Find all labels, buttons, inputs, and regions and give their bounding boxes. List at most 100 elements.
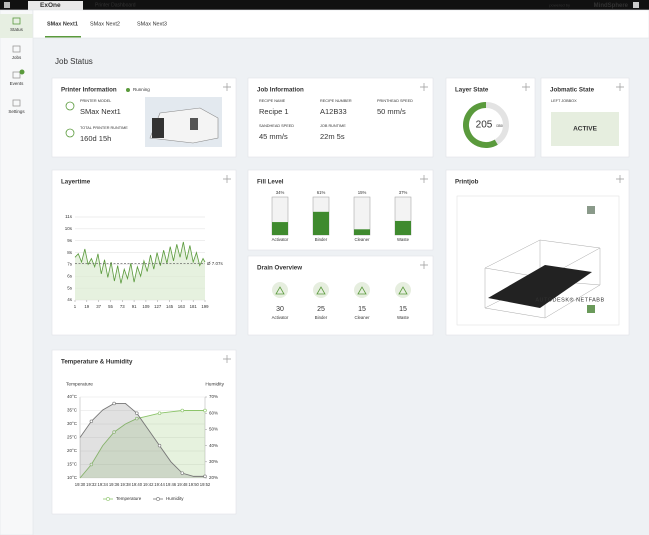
jobbox-label: LEFT JOBBOX <box>551 99 577 103</box>
tab-underline <box>45 36 81 38</box>
watermark: AUTODESK® NETFABB <box>535 296 604 303</box>
card-title: Layer State <box>455 87 489 94</box>
x-tick-label: 19:40 <box>132 482 143 487</box>
line <box>79 410 205 479</box>
point <box>157 443 162 448</box>
drain-label: Binder <box>315 315 328 320</box>
field-label: JOB RUNTIME <box>320 124 346 128</box>
app-grid-icon[interactable] <box>4 2 10 8</box>
tab[interactable]: SMax Next1 <box>47 21 78 27</box>
move-icon[interactable] <box>420 261 428 269</box>
category-label: Waste <box>397 237 410 242</box>
point <box>180 408 184 413</box>
move-icon[interactable] <box>616 83 624 91</box>
drain-icon <box>313 282 329 298</box>
field-value: A12B33 <box>320 107 347 116</box>
layer-total: /350 <box>496 124 503 128</box>
drain-glyph <box>316 286 326 295</box>
area <box>80 403 205 478</box>
y-tick-label: 6s <box>67 273 73 278</box>
printer-door <box>152 118 164 138</box>
point <box>135 411 139 415</box>
legend-label: Temperature <box>116 496 142 501</box>
home-icon[interactable] <box>587 305 595 313</box>
point <box>180 471 184 475</box>
logo-box <box>28 1 83 10</box>
area <box>75 241 205 300</box>
y2-tick-label: 30% <box>209 459 218 464</box>
move-icon[interactable] <box>522 83 530 91</box>
tab[interactable]: SMax Next3 <box>137 21 167 27</box>
value-label: 15% <box>358 190 367 195</box>
x-tick-label: 199 <box>201 304 209 309</box>
view-cube[interactable] <box>587 206 595 214</box>
field-value: 160d 15h <box>80 134 111 143</box>
move-icon[interactable] <box>223 175 231 183</box>
field-label: TOTAL PRINTER RUNTIME <box>80 126 128 130</box>
drain-value: 15 <box>399 306 407 313</box>
move-icon[interactable] <box>420 175 428 183</box>
y-tick-label: 7s <box>67 262 73 267</box>
tab[interactable]: SMax Next2 <box>90 21 120 27</box>
status: Running <box>133 87 150 92</box>
value-label: 37% <box>399 190 408 195</box>
y-tick-label: 5s <box>67 285 73 290</box>
bar <box>354 229 370 235</box>
y2-tick-label: 50% <box>209 427 218 432</box>
x-tick-label: 163 <box>178 304 186 309</box>
legend-label: Humidity <box>166 496 184 501</box>
tab-bar <box>32 9 649 39</box>
x-tick-label: 19:46 <box>166 482 177 487</box>
move-icon[interactable] <box>616 175 624 183</box>
x-tick-label: 19:52 <box>200 482 211 487</box>
field-icon <box>65 128 75 138</box>
drain-label: Cleaner <box>354 315 370 320</box>
y-tick-label: 4s <box>67 297 73 302</box>
user-icon[interactable] <box>633 2 639 8</box>
state-box <box>551 112 619 146</box>
x-tick-label: 73 <box>120 304 125 309</box>
x-tick-label: 181 <box>190 304 198 309</box>
x-tick-label: 19:48 <box>177 482 188 487</box>
value-label: 34% <box>276 190 285 195</box>
move-icon[interactable] <box>223 355 231 363</box>
sidebar-icon[interactable] <box>12 45 21 53</box>
x-tick-label: 19:32 <box>86 482 97 487</box>
card <box>51 349 237 515</box>
y-tick-label: 10s <box>65 226 73 231</box>
field-label: RECIPE NUMBER <box>320 99 352 103</box>
drain-icon <box>354 282 370 298</box>
y2-tick-label: 60% <box>209 410 218 415</box>
card-title: Printer Information <box>61 87 117 94</box>
x-tick-label: 19:30 <box>75 482 86 487</box>
x-tick-label: 127 <box>154 304 162 309</box>
sidebar-label: Settings <box>8 109 25 114</box>
sidebar-label: Jobs <box>12 55 22 60</box>
line <box>74 241 206 284</box>
x-tick-label: 19:36 <box>109 482 120 487</box>
sidebar-icon[interactable] <box>12 17 21 25</box>
y2-tick-label: 20% <box>209 475 218 480</box>
point <box>135 416 139 421</box>
move-icon[interactable] <box>223 83 231 91</box>
category-label: Cleaner <box>354 237 370 242</box>
drain-icon <box>395 282 411 298</box>
printer-panel <box>190 118 198 130</box>
x-tick-label: 19 <box>84 304 89 309</box>
drain-label: Activator <box>272 315 289 320</box>
move-icon[interactable] <box>420 83 428 91</box>
point <box>203 474 207 479</box>
sidebar-icon[interactable] <box>12 71 21 79</box>
card-title: Printjob <box>455 179 479 186</box>
sidebar-icon[interactable] <box>12 99 21 107</box>
platform: MindSphere <box>594 3 629 9</box>
sidebar <box>0 9 34 535</box>
category-label: Activator <box>272 237 289 242</box>
legend-marker <box>156 497 160 501</box>
x-tick-label: 145 <box>166 304 174 309</box>
card-title: Drain Overview <box>257 265 302 272</box>
point <box>89 462 94 467</box>
average-label: Ø 7.07s <box>207 261 224 266</box>
x-tick-label: 1 <box>74 304 77 309</box>
